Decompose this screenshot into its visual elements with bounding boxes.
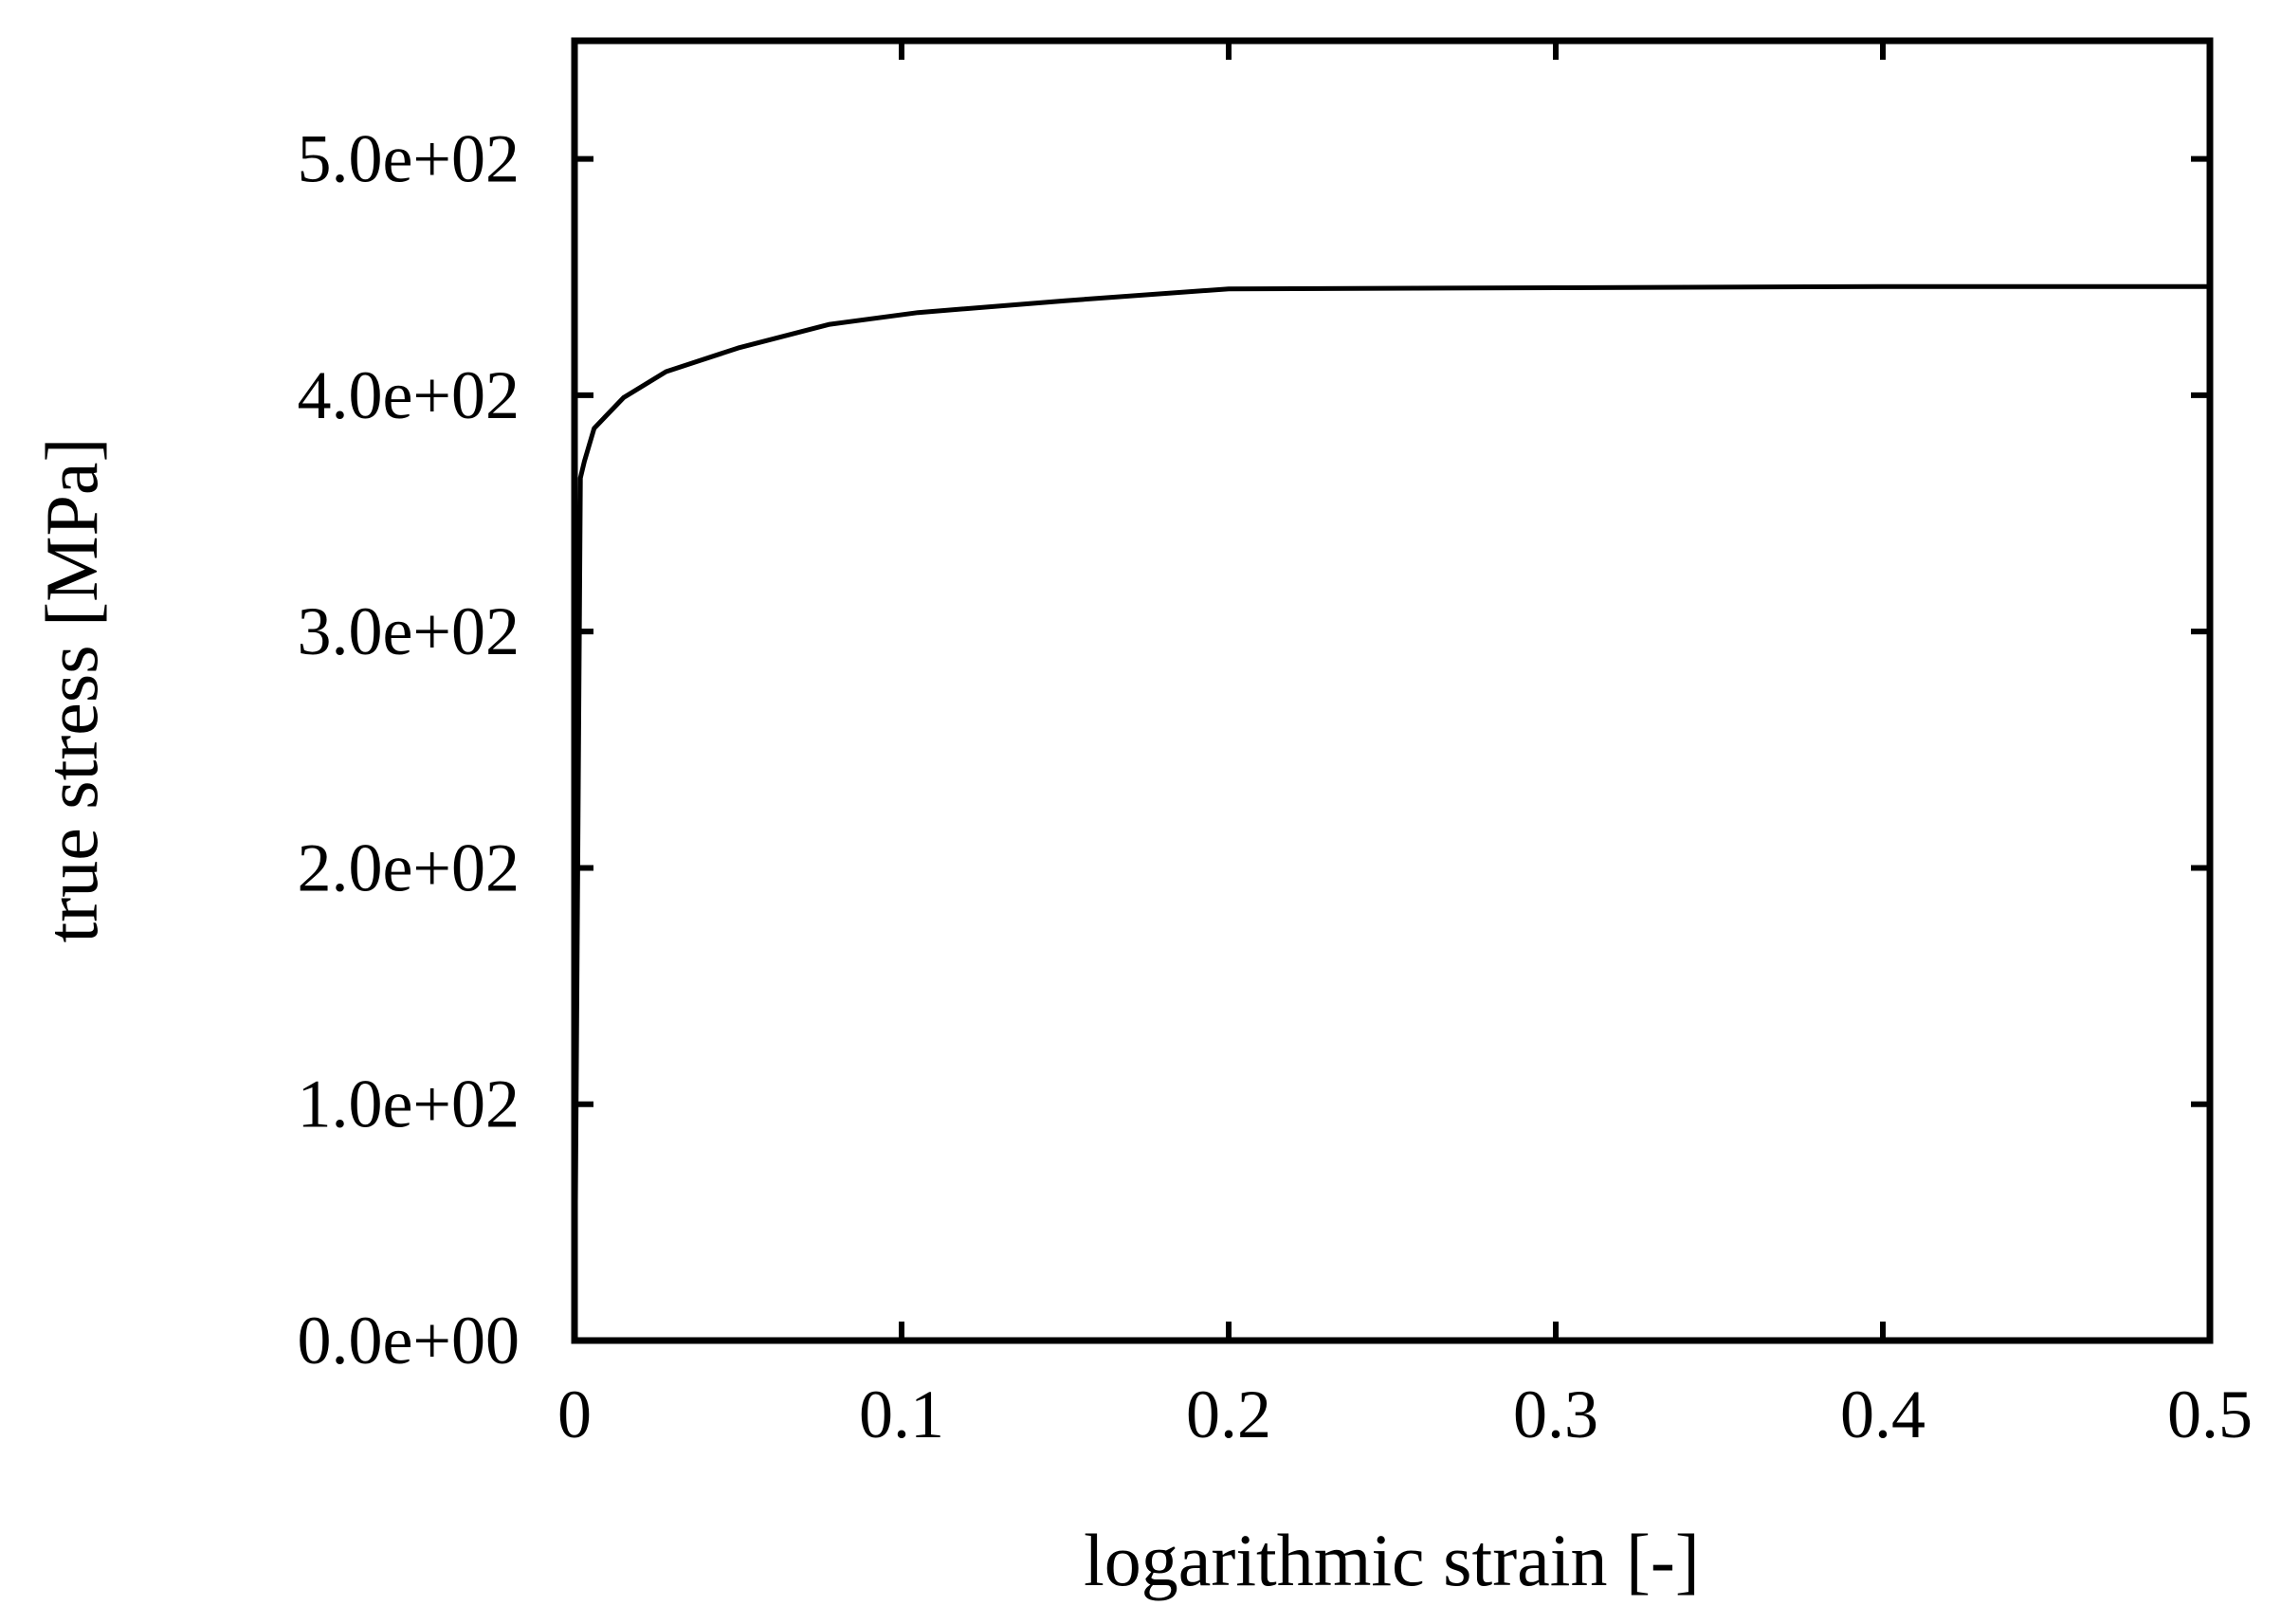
y-tick-label: 3.0e+02 bbox=[297, 593, 520, 669]
x-tick-label: 0.5 bbox=[2167, 1377, 2253, 1452]
y-axis-label: true stress [MPa] bbox=[30, 438, 113, 943]
ticks-layer bbox=[575, 41, 2210, 1341]
y-tick-label: 0.0e+00 bbox=[297, 1303, 520, 1378]
y-tick-label: 1.0e+02 bbox=[297, 1067, 520, 1142]
y-tick-label: 2.0e+02 bbox=[297, 830, 520, 905]
plot-frame bbox=[571, 37, 2214, 1344]
tick-labels-layer: 0 0.1 0.2 0.3 0.4 0.5 0.0e+00 1.0e+02 2.0e+02 3.0… bbox=[297, 121, 2253, 1452]
series-layer bbox=[572, 283, 2210, 1341]
x-tick-label: 0 bbox=[557, 1377, 592, 1452]
y-tick-label: 5.0e+02 bbox=[297, 121, 520, 197]
series-line bbox=[572, 283, 2210, 1341]
x-tick-label: 0.1 bbox=[859, 1377, 944, 1452]
x-tick-label: 0.3 bbox=[1513, 1377, 1598, 1452]
x-tick-label: 0.4 bbox=[1840, 1377, 1925, 1452]
x-tick-label: 0.2 bbox=[1186, 1377, 1271, 1452]
y-tick-label: 4.0e+02 bbox=[297, 357, 520, 433]
x-axis-label: logarithmic strain [-] bbox=[1084, 1519, 1700, 1601]
